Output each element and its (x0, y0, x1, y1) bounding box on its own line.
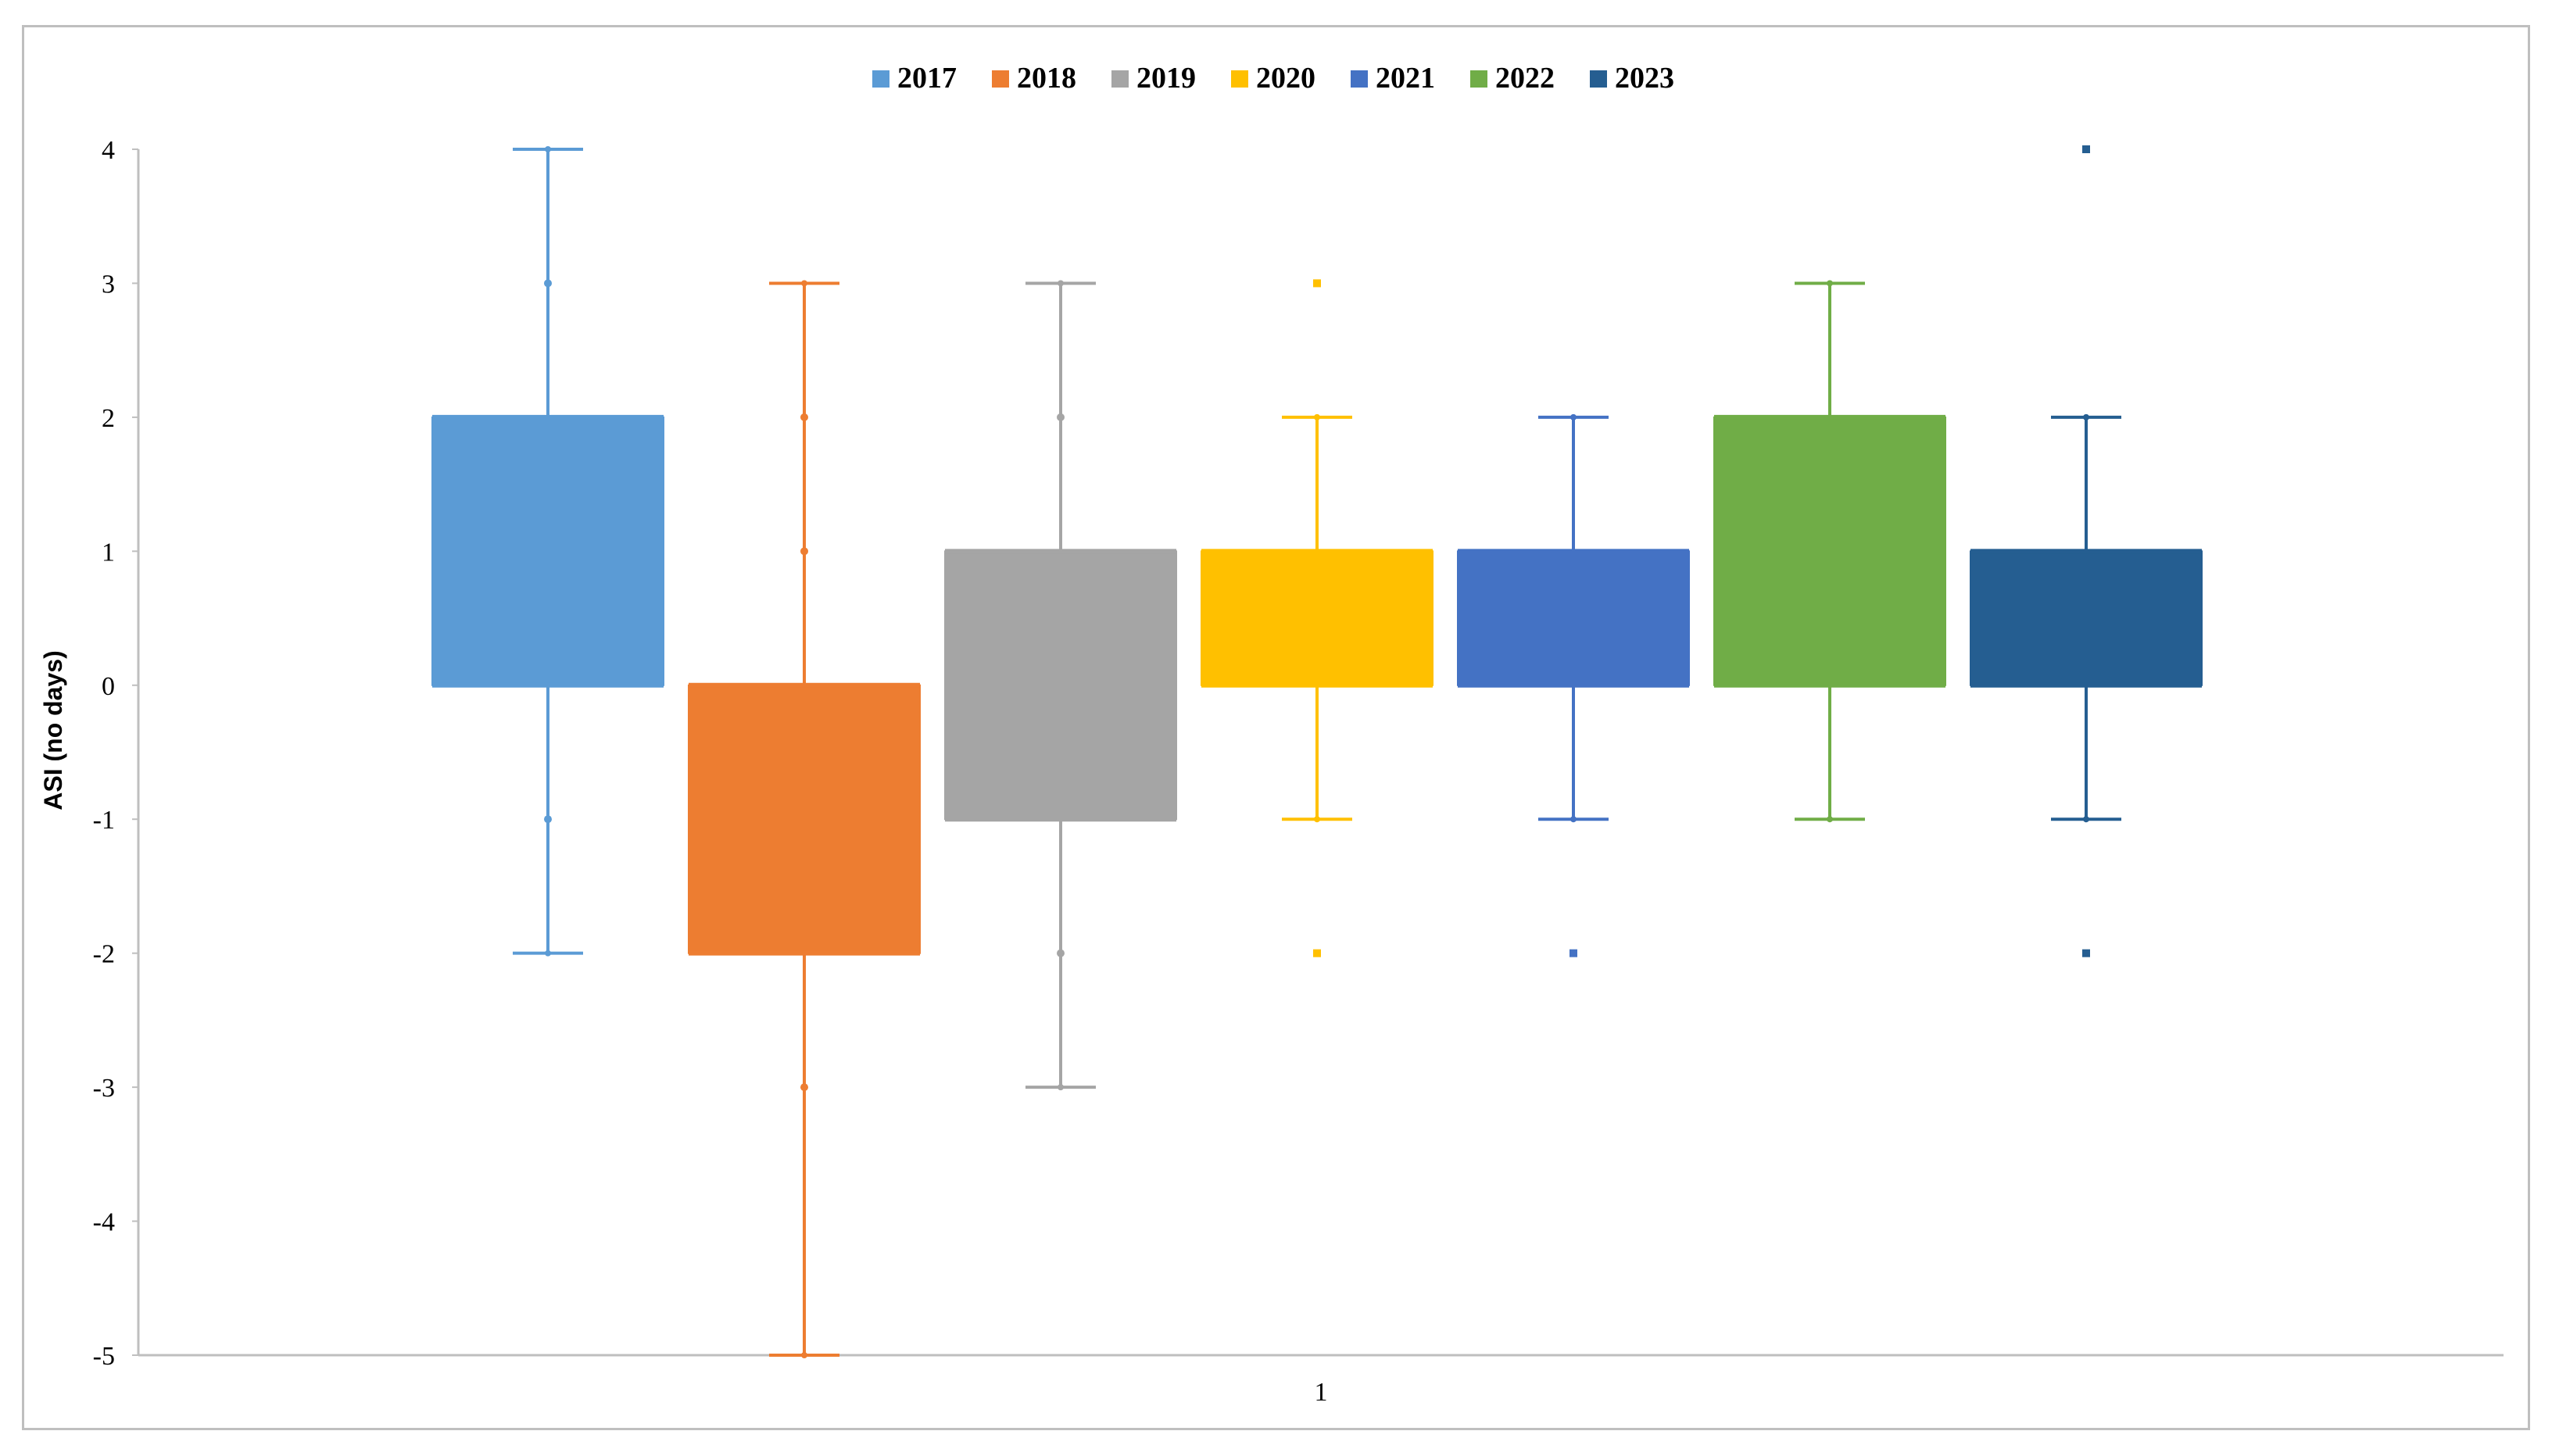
data-point (800, 547, 808, 556)
legend-swatch (1470, 70, 1487, 88)
legend: 2017 2018 2019 2020 2021 2022 2023 (872, 62, 1674, 95)
box-2022 (1713, 280, 1946, 823)
y-tick-label: 1 (102, 538, 115, 567)
y-tick-label: -2 (93, 940, 115, 969)
x-tick-label: 1 (1315, 1378, 1328, 1407)
box-2023 (1970, 145, 2203, 957)
data-point (801, 1352, 807, 1358)
data-point (1058, 280, 1064, 287)
box-body (1457, 550, 1690, 686)
outlier-point (2082, 949, 2090, 957)
x-axis: 1 (138, 1354, 2504, 1407)
legend-label: 2020 (1256, 62, 1315, 95)
box-body (431, 416, 664, 686)
data-point (801, 280, 807, 287)
box-body (1713, 416, 1946, 686)
data-point (1827, 816, 1833, 823)
y-tick-label: 4 (102, 136, 115, 165)
box-2021 (1457, 413, 1690, 957)
legend-swatch (1351, 70, 1368, 88)
y-tick-label: 3 (102, 270, 115, 299)
y-tick-label: -1 (93, 806, 115, 835)
legend-swatch (1590, 70, 1607, 88)
legend-label: 2021 (1376, 62, 1435, 95)
box-body (944, 550, 1177, 821)
box-2017 (431, 146, 664, 957)
y-tick-label: -3 (93, 1074, 115, 1103)
y-tick-label: -5 (93, 1342, 115, 1371)
data-point (2083, 816, 2089, 823)
legend-label: 2019 (1136, 62, 1196, 95)
outlier-point (1313, 279, 1321, 288)
y-axis-title: ASI (no days) (39, 650, 67, 810)
legend-label: 2018 (1017, 62, 1076, 95)
legend-label: 2017 (897, 62, 957, 95)
box-body (1201, 550, 1433, 686)
data-point (1314, 816, 1320, 823)
data-point (800, 413, 808, 421)
data-point (544, 279, 552, 288)
y-tick-label: 0 (102, 672, 115, 701)
data-point (545, 146, 551, 152)
outlier-point (1569, 949, 1577, 957)
legend-swatch (1111, 70, 1129, 88)
data-point (800, 1083, 808, 1092)
chart-svg: 2017 2018 2019 2020 2021 2022 2023 4 3 2 1 0 -1 -2 -3… (39, 62, 2504, 1407)
outlier-point (2082, 145, 2090, 153)
legend-swatch (872, 70, 889, 88)
data-point (2083, 413, 2089, 420)
data-point (1570, 413, 1577, 420)
outlier-point (1313, 949, 1321, 957)
legend-label: 2023 (1615, 62, 1674, 95)
boxes (431, 145, 2203, 1358)
data-point (1057, 949, 1065, 957)
data-point (1570, 816, 1577, 823)
box-body (1970, 550, 2203, 686)
data-point (545, 950, 551, 957)
data-point (1058, 1084, 1064, 1091)
box-body (688, 684, 921, 954)
legend-swatch (992, 70, 1009, 88)
y-tick-label: 2 (102, 404, 115, 433)
y-tick-label: -4 (93, 1208, 115, 1237)
data-point (1314, 413, 1320, 420)
box-2018 (688, 280, 921, 1358)
box-2020 (1201, 279, 1433, 957)
data-point (1057, 413, 1065, 421)
legend-label: 2022 (1495, 62, 1555, 95)
legend-swatch (1231, 70, 1248, 88)
box-2019 (944, 280, 1177, 1091)
data-point (544, 815, 552, 824)
y-axis: 4 3 2 1 0 -1 -2 -3 -4 -5 (93, 136, 140, 1371)
data-point (1827, 280, 1833, 287)
chart-frame: 2017 2018 2019 2020 2021 2022 2023 4 3 2 1 0 -1 -2 -3… (22, 25, 2530, 1430)
